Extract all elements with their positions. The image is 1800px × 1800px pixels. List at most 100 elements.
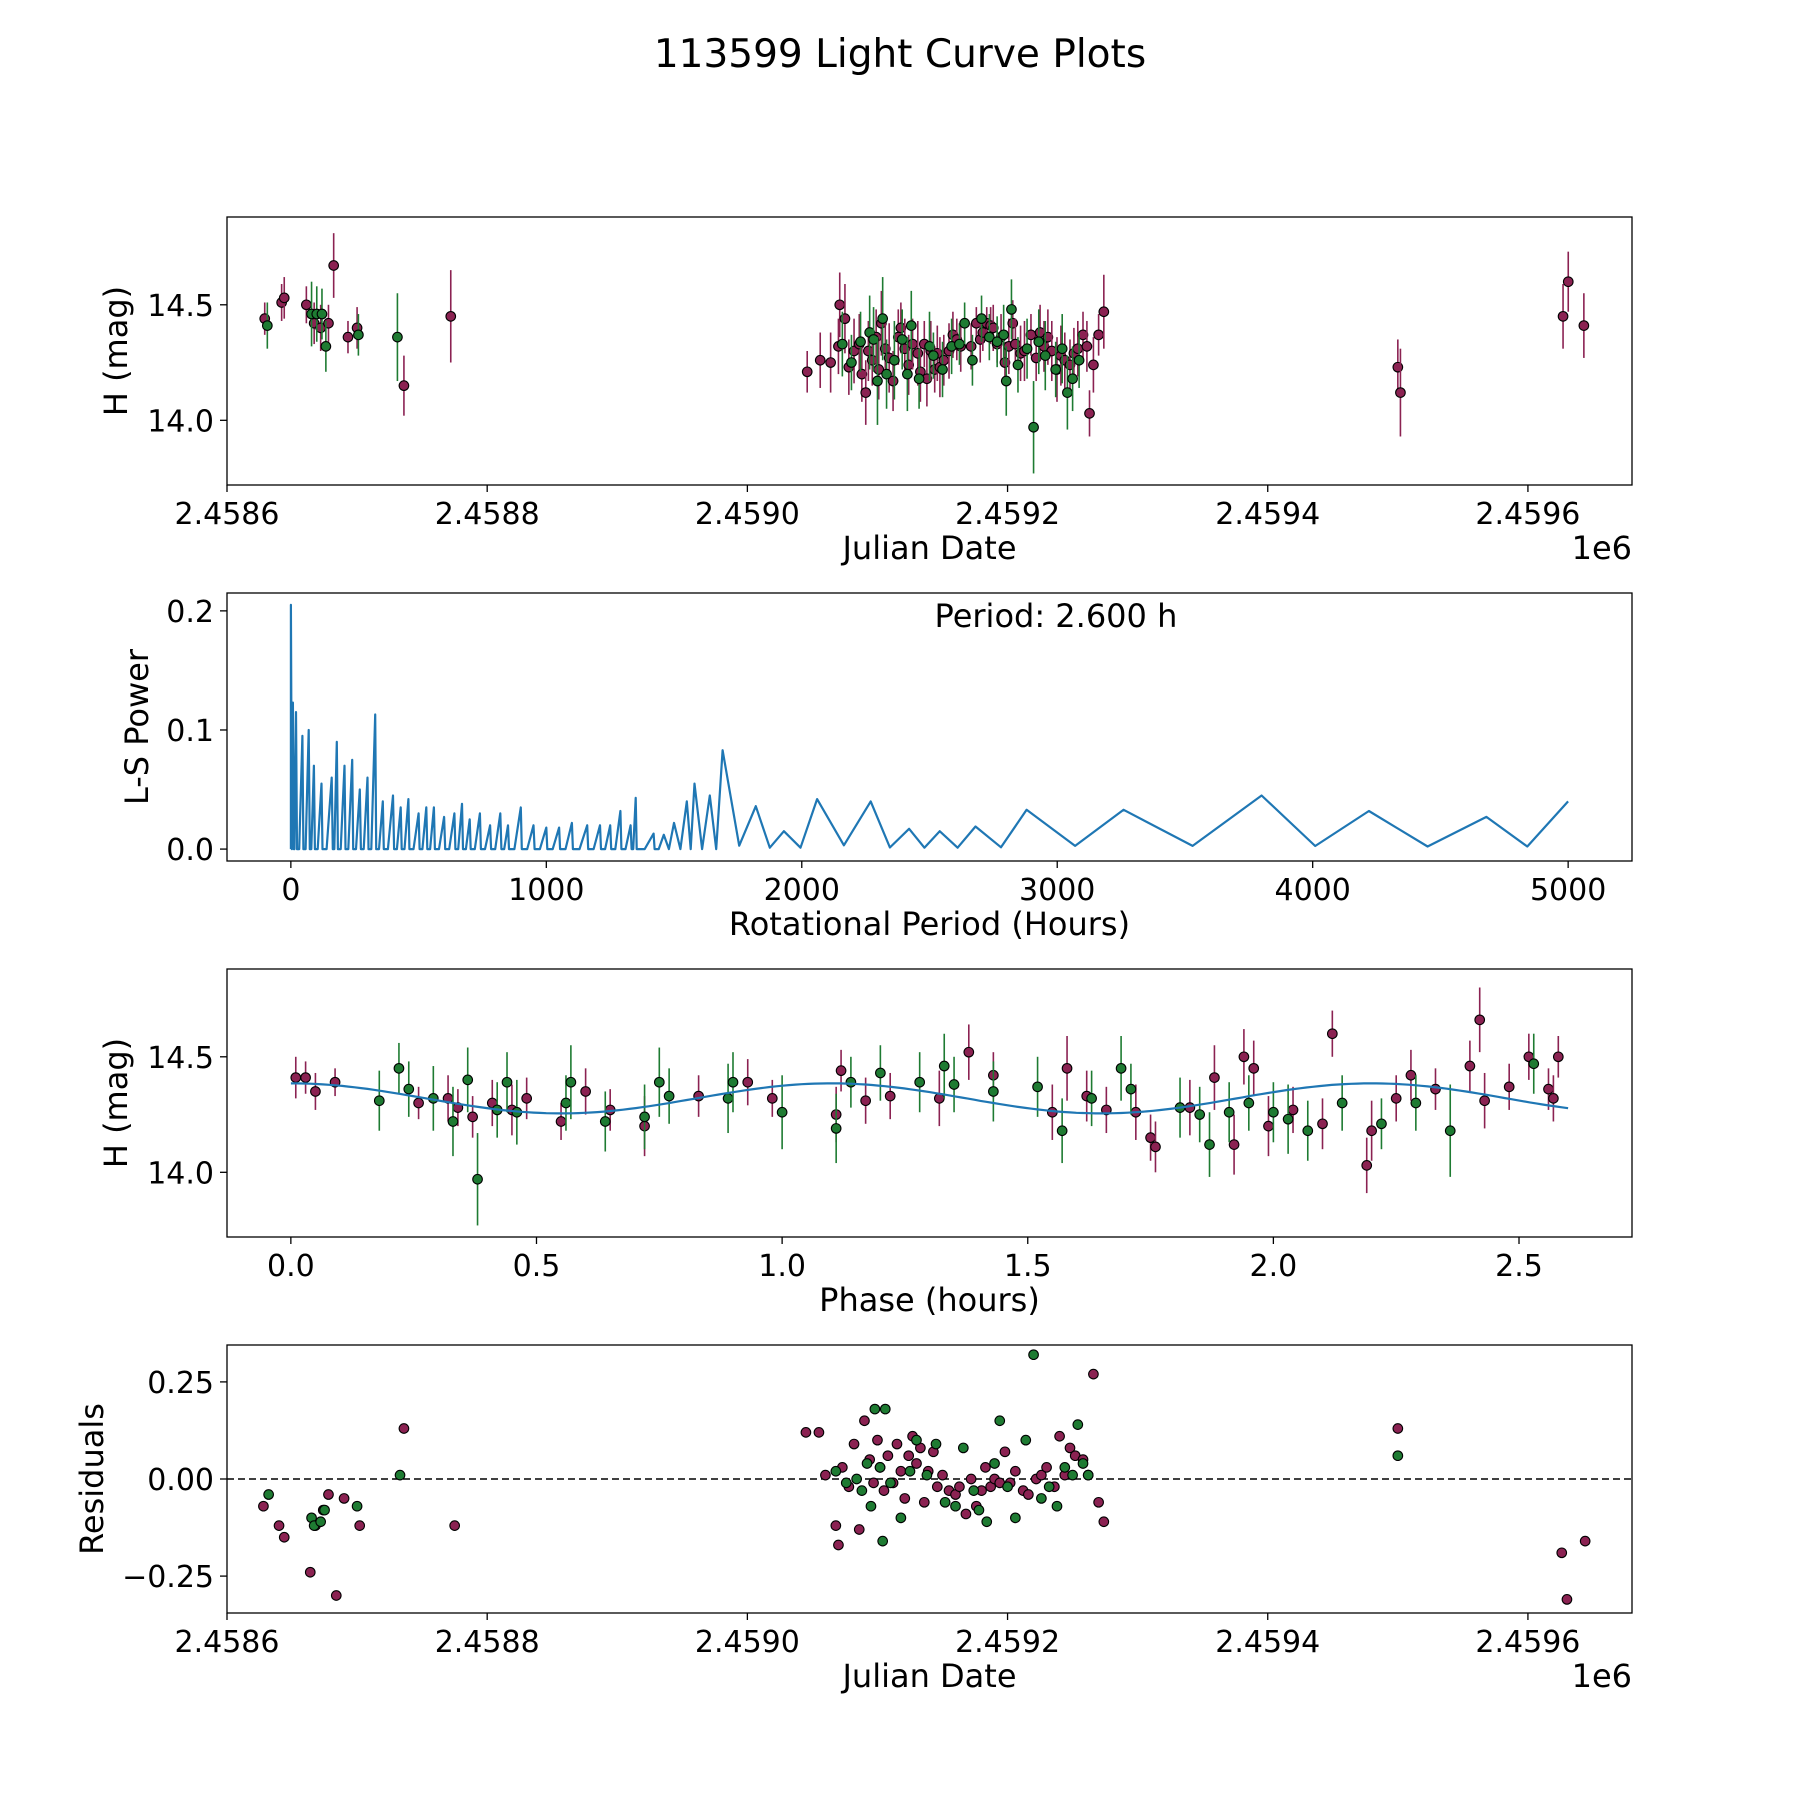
data-point — [830, 1123, 842, 1134]
data-point — [904, 1465, 916, 1477]
data-point — [1051, 1500, 1063, 1512]
data-point — [653, 1076, 665, 1088]
data-point — [1366, 1125, 1377, 1137]
data-point — [1086, 1093, 1097, 1104]
data-point — [967, 354, 978, 366]
data-point — [931, 1481, 943, 1493]
data-point — [836, 338, 848, 350]
data-point — [1503, 1081, 1515, 1093]
data-point — [1194, 1109, 1206, 1120]
x-tick-label: 2.4596 — [1475, 497, 1580, 532]
data-point — [1028, 421, 1039, 433]
x-tick-label: 2.4586 — [175, 1625, 280, 1660]
data-point — [1098, 1516, 1110, 1528]
data-point — [896, 334, 908, 345]
x-tick-label: 2000 — [764, 873, 840, 908]
data-point — [1039, 350, 1051, 361]
y-axis-label: L-S Power — [118, 648, 156, 805]
data-point — [853, 1524, 865, 1535]
lightcurve-panel: 2.4586 2.4588 2.4590 2.4592 2.4594 2.4596 14.0… — [97, 216, 1633, 567]
data-point — [954, 338, 965, 350]
data-point — [1336, 1097, 1348, 1109]
data-point — [1081, 341, 1093, 352]
data-point — [310, 1086, 321, 1097]
data-point — [1282, 1113, 1294, 1125]
data-point — [353, 329, 364, 341]
data-point — [1223, 1106, 1235, 1118]
data-point — [278, 292, 290, 304]
y-axis-label: H (mag) — [97, 286, 135, 416]
data-point — [316, 308, 328, 320]
data-point — [989, 1458, 1000, 1469]
data-point — [1287, 1104, 1299, 1116]
data-point — [1093, 1496, 1104, 1508]
y-tick-label: 14.5 — [147, 1041, 214, 1076]
axes-frame — [226, 592, 1633, 862]
data-point — [1032, 1081, 1043, 1093]
data-point — [954, 1481, 965, 1493]
data-point — [1043, 1481, 1055, 1493]
data-point — [338, 1493, 350, 1504]
data-point — [1077, 329, 1089, 341]
x-tick-label: 1.0 — [758, 1249, 806, 1284]
data-point — [1326, 1028, 1338, 1040]
data-point — [1059, 1461, 1071, 1473]
data-point — [1361, 1160, 1373, 1171]
data-point — [1012, 359, 1024, 371]
data-point — [998, 329, 1010, 341]
data-point — [290, 1072, 302, 1083]
x-tick-label: 1.5 — [1004, 1249, 1052, 1284]
data-point — [1392, 1423, 1404, 1434]
data-point — [860, 387, 872, 398]
data-point — [1002, 1481, 1013, 1493]
data-point — [1028, 1349, 1039, 1361]
x-tick-label: 4000 — [1275, 873, 1351, 908]
data-point — [891, 1438, 903, 1450]
data-point — [1543, 1083, 1554, 1095]
data-point — [1238, 1051, 1250, 1063]
x-tick-label: 2.4588 — [435, 1625, 540, 1660]
data-point — [315, 1516, 327, 1528]
data-point — [950, 1500, 961, 1512]
data-point — [1464, 1060, 1476, 1072]
data-point — [895, 322, 907, 334]
data-point — [813, 1427, 825, 1438]
data-point — [320, 341, 332, 352]
tick-group: 2.4586 2.4588 2.4590 2.4592 2.4594 2.4596 −0.2… — [122, 1366, 1580, 1660]
data-point — [373, 1095, 385, 1107]
x-tick-label: 0.0 — [267, 1249, 315, 1284]
data-point — [902, 368, 913, 380]
data-point — [445, 310, 457, 322]
data-point — [1033, 336, 1045, 348]
data-point — [413, 1097, 424, 1109]
x-tick-label: 2.4590 — [695, 1625, 800, 1660]
data-point — [968, 1485, 980, 1497]
data-point — [976, 313, 987, 325]
data-point — [580, 1086, 591, 1097]
data-point — [903, 1450, 915, 1462]
data-point — [1395, 387, 1406, 398]
data-point — [301, 299, 312, 311]
data-point — [905, 320, 917, 331]
data-point — [1000, 375, 1012, 387]
y-axis-label: Residuals — [73, 1403, 111, 1555]
data-point — [930, 1438, 942, 1450]
data-point — [1548, 1093, 1559, 1104]
data-point — [1248, 1062, 1260, 1074]
phased-lightcurve-panel: 0.0 0.5 1.0 1.5 2.0 2.5 14.0 14.5 Phase (hours) H… — [97, 968, 1633, 1319]
data-point — [258, 1500, 269, 1512]
data-point — [1474, 1014, 1486, 1026]
data-point — [878, 1485, 890, 1497]
x-tick-label: 2.4596 — [1475, 1625, 1580, 1660]
tick-group: 0.0 0.5 1.0 1.5 2.0 2.5 14.0 14.5 — [147, 1041, 1543, 1284]
data-point — [1036, 1469, 1047, 1481]
data-point — [742, 1076, 754, 1088]
data-point — [885, 1477, 896, 1489]
data-point — [981, 1516, 993, 1528]
data-point — [328, 260, 340, 271]
data-point — [835, 1065, 847, 1077]
data-point — [330, 1590, 342, 1601]
data-point — [565, 1076, 577, 1088]
data-point — [825, 357, 836, 368]
data-point — [918, 1496, 930, 1508]
